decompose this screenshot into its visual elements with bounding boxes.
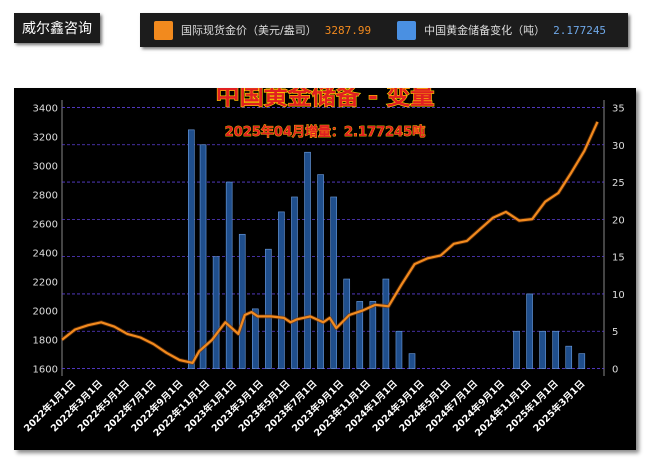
reserve-change-bar	[330, 196, 337, 369]
right-axis-tick-label: 10	[612, 290, 625, 301]
reserve-change-bar	[513, 330, 520, 369]
left-axis-tick-label: 1600	[33, 365, 58, 376]
left-axis-tick-label: 3400	[33, 103, 58, 114]
reserve-change-legend-value: 2.177245	[553, 23, 607, 37]
reserve-change-bar	[238, 233, 246, 369]
reserve-change-bar	[356, 301, 364, 369]
reserve-change-swatch	[397, 20, 417, 40]
reserve-change-bar	[251, 308, 259, 369]
reserve-change-bar	[565, 345, 573, 369]
right-axis-tick-label: 20	[612, 215, 625, 226]
left-axis-tick-label: 2200	[33, 278, 58, 289]
chart-svg: 0 5 10 15 20 25 30 35 1600 1800 2000 2200 2400 2600 28…	[21, 81, 625, 439]
legend-bar: 国际现货金价（美元/盎司） 3287.99 中国黄金储备变化（吨） 2.1772…	[140, 13, 628, 47]
reserve-change-bar	[199, 144, 207, 369]
reserve-change-bar	[395, 330, 403, 369]
gold-price-legend-label: 国际现货金价（美元/盎司）	[181, 24, 317, 37]
right-axis-tick-label: 25	[612, 178, 625, 189]
left-axis-tick-label: 2600	[33, 219, 58, 230]
reserve-change-bar	[369, 301, 377, 369]
left-axis-tick-label: 2000	[33, 307, 58, 318]
right-axis-tick-label: 0	[612, 365, 618, 376]
reserve-change-bar	[552, 330, 559, 369]
right-axis-tick-label: 15	[612, 253, 625, 264]
gold-price-swatch	[154, 20, 173, 40]
legend-item-reserve-change: 中国黄金储备变化（吨） 2.177245	[397, 20, 607, 40]
reserve-change-bar	[265, 248, 272, 369]
reserve-change-legend-label: 中国黄金储备变化（吨）	[424, 24, 546, 37]
reserve-change-bar	[225, 181, 233, 369]
gold-price-legend-value: 3287.99	[324, 23, 372, 37]
reserve-change-bar	[526, 293, 533, 369]
reserve-change-bar	[187, 129, 195, 369]
reserve-change-bar	[304, 151, 311, 369]
left-axis-tick-label: 3200	[33, 132, 58, 143]
reserve-change-bar	[578, 353, 586, 369]
gold-price-line-shadow	[60, 120, 600, 365]
left-axis-tick-label: 2400	[33, 249, 58, 260]
right-axis-tick-label: 5	[612, 327, 618, 338]
brand-label: 威尔鑫咨询	[14, 13, 100, 43]
reserve-change-bar	[408, 353, 416, 369]
gold-price-line	[61, 121, 599, 364]
reserve-change-bar	[343, 278, 351, 369]
right-axis-tick-label: 30	[612, 141, 625, 152]
chart-subtitle: 2025年04月增量：2.177245吨	[225, 124, 426, 140]
reserve-change-bar	[278, 211, 285, 369]
left-axis-tick-label: 3000	[33, 161, 58, 172]
right-axis-tick-label: 35	[612, 103, 625, 114]
left-axis-tick-label: 1800	[33, 336, 58, 347]
chart-title: 中国黄金储备 - 变量	[216, 88, 435, 110]
reserve-change-bar	[382, 278, 390, 369]
reserve-change-bar	[539, 330, 546, 369]
legend-item-gold-price: 国际现货金价（美元/盎司） 3287.99	[154, 20, 372, 40]
reserve-change-bar	[212, 256, 220, 369]
left-axis-tick-label: 2800	[33, 190, 58, 201]
chart-panel: 0 5 10 15 20 25 30 35 1600 1800 2000 2200 2400 2600 28…	[14, 81, 636, 450]
reserve-change-bar	[317, 174, 324, 369]
reserve-change-bar	[291, 196, 298, 369]
